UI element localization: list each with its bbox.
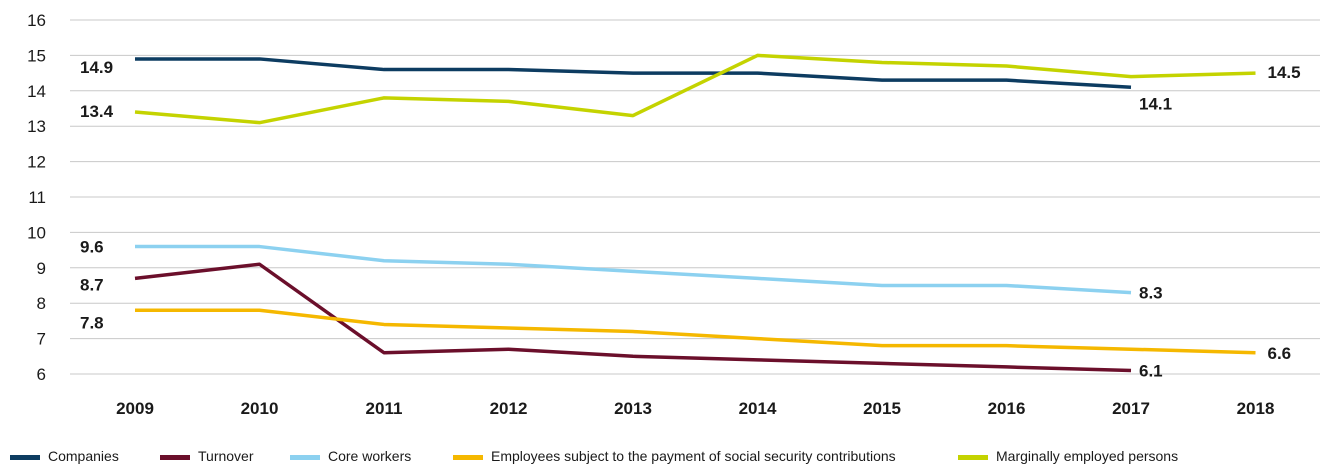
y-tick-label: 11 [28, 188, 46, 207]
legend-item: Turnover [160, 448, 254, 464]
legend-swatch [453, 455, 483, 460]
data-label: 13.4 [80, 102, 114, 121]
series-lines [134, 53, 1256, 373]
y-tick-label: 16 [27, 11, 46, 30]
data-labels: 14.9 14.1 13.4 14.5 9.6 8.3 8.7 6.1 7.8 6.6 [80, 58, 1301, 381]
legend-label: Employees subject to the payment of soci… [491, 448, 896, 464]
legend-swatch [10, 455, 40, 460]
x-tick-label: 2011 [366, 399, 403, 418]
x-tick-label: 2015 [863, 399, 901, 418]
data-label: 14.1 [1139, 94, 1172, 113]
legend-item: Core workers [290, 448, 411, 464]
legend-item: Companies [10, 448, 119, 464]
x-tick-label: 2012 [490, 399, 528, 418]
data-label: 6.6 [1268, 344, 1292, 363]
y-tick-label: 10 [27, 223, 46, 242]
x-tick-label: 2018 [1237, 399, 1275, 418]
y-axis: 6 7 8 9 10 11 12 13 14 15 16 [27, 11, 46, 384]
legend-item: Employees subject to the payment of soci… [453, 448, 896, 464]
y-tick-label: 9 [37, 259, 46, 278]
series-line-marginally-employed-persons [134, 53, 1256, 125]
y-tick-label: 7 [37, 330, 46, 349]
legend-label: Turnover [198, 448, 254, 464]
y-tick-label: 8 [37, 294, 46, 313]
legend-label: Companies [48, 448, 119, 464]
x-tick-label: 2013 [614, 399, 652, 418]
y-tick-label: 13 [27, 117, 46, 136]
x-axis: 2009 2010 2011 2012 2013 2014 2015 2016 2017 2018 [116, 399, 1274, 418]
x-tick-label: 2010 [241, 399, 279, 418]
legend-item: Marginally employed persons [958, 448, 1178, 464]
x-tick-label: 2017 [1112, 399, 1150, 418]
y-tick-label: 6 [37, 365, 46, 384]
gridlines [70, 19, 1320, 375]
series-line-employees-subject-to-the-payment-of-social-security-contributions [135, 308, 1256, 355]
data-label: 14.9 [80, 58, 113, 77]
data-label: 8.3 [1139, 284, 1163, 303]
x-tick-label: 2016 [988, 399, 1026, 418]
series-line-companies [135, 57, 1132, 90]
legend-swatch [160, 455, 190, 460]
series-line-turnover [134, 262, 1132, 373]
y-tick-label: 14 [27, 82, 46, 101]
y-tick-label: 12 [27, 153, 46, 172]
legend: Companies Turnover Core workers Employees s… [10, 448, 1178, 464]
data-label: 7.8 [80, 313, 104, 332]
legend-swatch [290, 455, 320, 460]
legend-label: Marginally employed persons [996, 448, 1178, 464]
data-label: 14.5 [1268, 63, 1301, 82]
x-tick-label: 2014 [739, 399, 777, 418]
x-tick-label: 2009 [116, 399, 154, 418]
legend-label: Core workers [328, 448, 411, 464]
legend-swatch [958, 455, 988, 460]
data-label: 6.1 [1139, 361, 1163, 380]
data-label: 9.6 [80, 238, 104, 257]
y-tick-label: 15 [27, 46, 46, 65]
series-line-core-workers [135, 244, 1132, 295]
data-label: 8.7 [80, 275, 104, 294]
